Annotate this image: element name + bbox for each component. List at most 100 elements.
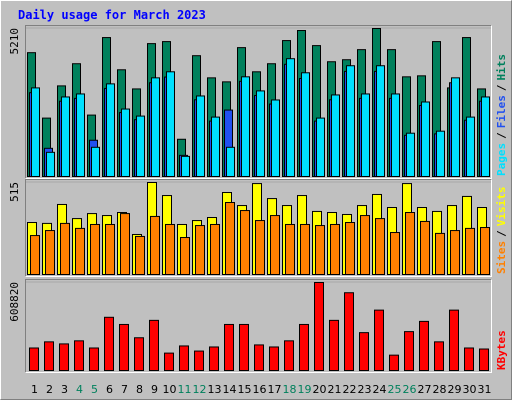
bar — [44, 341, 54, 372]
bar — [29, 347, 39, 371]
bar — [420, 220, 430, 276]
bar — [360, 215, 370, 275]
legend-entry: Sites — [495, 241, 508, 274]
bar — [136, 115, 145, 178]
x-tick-label: 29 — [448, 383, 462, 396]
bar — [404, 331, 414, 372]
bar — [330, 223, 340, 275]
bar — [286, 58, 295, 177]
bar — [165, 223, 175, 275]
bar — [135, 235, 145, 275]
bar — [104, 316, 114, 371]
x-tick-label: 23 — [358, 383, 372, 396]
legend-entry: Visits — [495, 187, 508, 227]
bar — [254, 344, 264, 371]
x-tick-label: 6 — [106, 383, 113, 396]
panel-bevel-dark — [25, 25, 492, 179]
bar — [375, 218, 385, 275]
bar — [480, 227, 490, 275]
legend-separator: / — [495, 132, 508, 139]
x-tick-label: 12 — [193, 383, 207, 396]
panel-bevel-light — [25, 25, 492, 179]
bar — [164, 352, 174, 371]
bar — [300, 223, 310, 275]
bar — [284, 340, 294, 371]
bar — [179, 345, 189, 371]
x-tick-label: 31 — [478, 383, 492, 396]
bar — [361, 93, 370, 177]
bar — [301, 72, 310, 177]
bar — [211, 116, 220, 177]
bar — [181, 155, 190, 177]
bar — [466, 116, 475, 177]
x-tick-label: 10 — [163, 383, 177, 396]
x-tick-label: 30 — [463, 383, 477, 396]
bar — [106, 83, 115, 177]
bar — [91, 146, 100, 178]
x-tick-label: 22 — [343, 383, 357, 396]
legend-entry: Pages — [495, 143, 508, 176]
bar — [345, 222, 355, 275]
bar — [479, 348, 489, 371]
bar — [194, 350, 204, 371]
bar — [406, 132, 415, 177]
bar — [255, 220, 265, 276]
bar — [45, 230, 55, 275]
bar — [60, 222, 70, 275]
bar — [285, 223, 295, 275]
legend-separator: / — [495, 84, 508, 91]
bar — [389, 354, 399, 372]
bar — [150, 215, 160, 275]
bar — [374, 309, 384, 372]
x-tick-label: 21 — [328, 383, 342, 396]
legend-separator: / — [495, 230, 508, 237]
bar — [481, 96, 490, 177]
x-tick-label: 2 — [46, 383, 53, 396]
bar — [270, 215, 280, 275]
bar — [90, 223, 100, 275]
x-tick-label: 4 — [76, 383, 83, 396]
chart-title: Daily usage for March 2023 — [18, 8, 206, 22]
bar — [316, 117, 325, 177]
bar — [195, 225, 205, 276]
x-tick-label: 16 — [253, 383, 267, 396]
bar — [210, 223, 220, 275]
x-tick-label: 18 — [283, 383, 297, 396]
x-tick-label: 13 — [208, 383, 222, 396]
bar — [74, 340, 84, 371]
bar — [226, 146, 235, 178]
legend: KBytes — [495, 330, 508, 370]
bar — [434, 341, 444, 372]
bar — [225, 202, 235, 275]
bar — [450, 230, 460, 275]
bar — [314, 282, 324, 371]
bar — [180, 237, 190, 276]
legend-entry: KBytes — [495, 330, 508, 370]
bar — [419, 320, 429, 371]
bar — [224, 323, 234, 371]
bar — [435, 232, 445, 276]
bar — [196, 95, 205, 177]
bar — [299, 323, 309, 371]
legend-entry: Files — [495, 95, 508, 128]
panel-bevel-dark — [25, 279, 492, 373]
y-tick-label: 515 — [8, 182, 21, 202]
panel-bevel-dark — [25, 179, 492, 277]
x-tick-label: 8 — [136, 383, 143, 396]
bar — [119, 323, 129, 371]
bar — [30, 235, 40, 275]
bar — [451, 77, 460, 177]
bar — [271, 99, 280, 177]
panel-bevel-light — [25, 179, 492, 277]
bar — [59, 343, 69, 372]
x-tick-label: 25 — [388, 383, 402, 396]
bar — [346, 65, 355, 177]
bar — [134, 337, 144, 371]
bar — [390, 232, 400, 276]
bar — [331, 94, 340, 177]
bar — [209, 346, 219, 372]
x-tick-label: 26 — [403, 383, 417, 396]
bar — [31, 87, 40, 177]
bar — [239, 323, 249, 371]
